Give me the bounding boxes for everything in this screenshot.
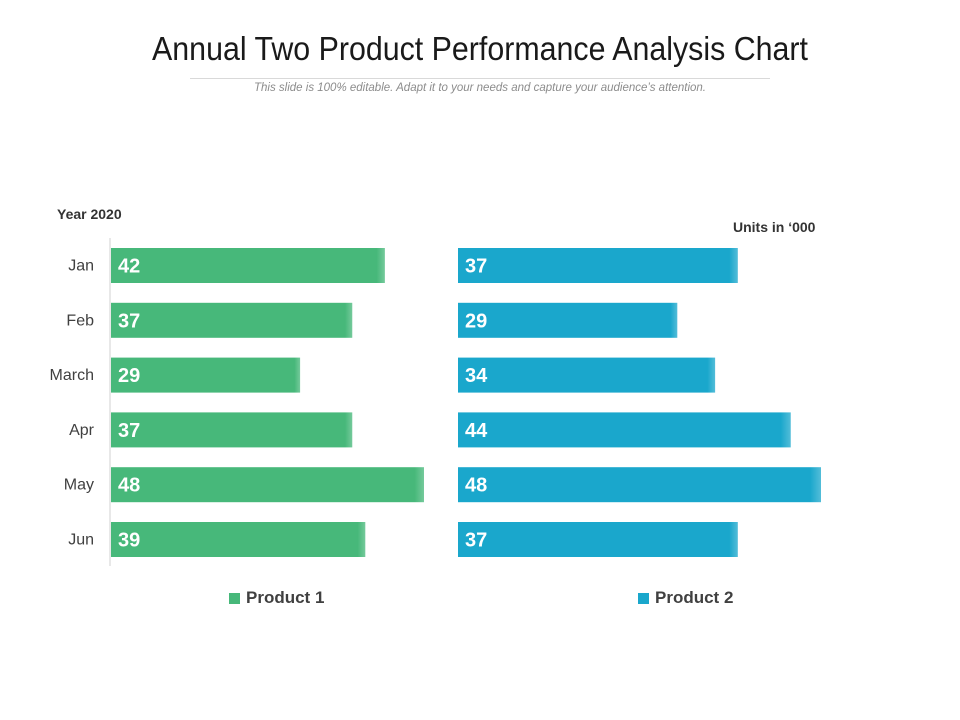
data-label-product-2-march: 34 [465, 365, 488, 387]
bar-product-1-jan [111, 248, 385, 283]
data-label-product-2-may: 48 [465, 475, 487, 497]
year-label: Year 2020 [57, 206, 122, 222]
data-label-product-1-apr: 37 [118, 420, 140, 442]
page-title: Annual Two Product Performance Analysis … [152, 30, 808, 67]
data-label-product-2-apr: 44 [465, 420, 488, 442]
data-label-product-1-march: 29 [118, 365, 140, 387]
legend-item-product-2: Product 2 [638, 588, 733, 608]
bar-product-1-apr [111, 412, 353, 448]
category-label-apr: Apr [69, 422, 95, 439]
bar-product-2-march [458, 357, 716, 393]
bar-product-2-jan [458, 248, 738, 283]
data-label-product-1-jan: 42 [118, 256, 140, 278]
data-label-product-1-may: 48 [118, 475, 140, 497]
bar-product-1-jun [111, 522, 366, 557]
legend-label-product-2: Product 2 [655, 588, 734, 607]
units-label: Units in ‘000 [733, 219, 816, 235]
legend-label-product-1: Product 1 [246, 588, 325, 607]
category-label-may: May [64, 477, 94, 494]
bar-product-1-feb [111, 302, 353, 338]
bar-product-2-feb [458, 302, 678, 338]
legend-item-product-1: Product 1 [229, 588, 324, 608]
category-label-march: March [50, 367, 94, 384]
data-label-product-2-feb: 29 [465, 310, 487, 332]
bar-product-2-apr [458, 412, 791, 448]
legend-swatch-product-2 [638, 592, 649, 604]
bar-product-1-march [111, 357, 301, 393]
data-label-product-1-jun: 39 [118, 530, 140, 552]
category-label-jun: Jun [68, 532, 94, 549]
bar-product-1-may [111, 467, 424, 503]
bar-product-2-may [458, 467, 821, 503]
category-label-jan: Jan [68, 258, 94, 275]
data-label-product-2-jan: 37 [465, 256, 487, 278]
bar-product-2-jun [458, 522, 738, 557]
data-label-product-2-jun: 37 [465, 530, 487, 552]
data-label-product-1-feb: 37 [118, 310, 140, 332]
category-label-feb: Feb [66, 312, 94, 329]
legend-swatch-product-1 [229, 592, 240, 604]
title-divider [190, 78, 770, 79]
page-subtitle: This slide is 100% editable. Adapt it to… [254, 82, 706, 94]
